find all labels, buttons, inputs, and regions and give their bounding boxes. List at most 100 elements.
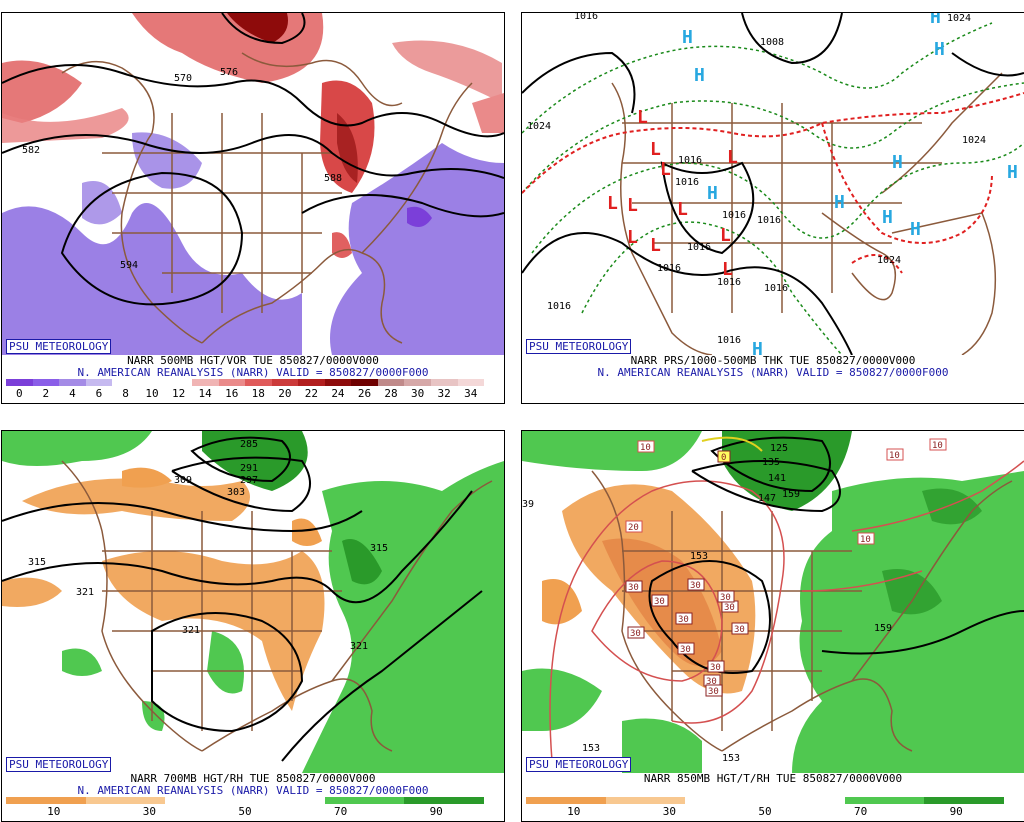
isobar-label: 1016 — [678, 155, 702, 166]
temperature-box-label: 30 — [627, 626, 645, 639]
colorbar-swatch — [205, 797, 245, 804]
temperature-box-label: 10 — [857, 532, 875, 545]
colorbar-swatch — [271, 379, 299, 386]
colorbar-swatch — [324, 797, 365, 804]
colorbar-tick-label: 12 — [171, 387, 186, 400]
humidity-colorbar-labels: 10 30 50 70 90 — [6, 806, 484, 818]
colorbar-swatch — [284, 797, 325, 804]
high-pressure-marker: H — [694, 65, 705, 86]
contour-label: 309 — [174, 475, 192, 486]
colorbar-swatch — [245, 379, 272, 386]
contour-label: 135 — [762, 457, 780, 468]
svg-text:30: 30 — [690, 581, 701, 591]
temperature-box-label: 30 — [731, 622, 749, 635]
psu-meteorology-badge: PSU METEOROLOGY — [6, 339, 112, 354]
svg-text:30: 30 — [734, 625, 745, 635]
contour-label: 570 — [174, 73, 192, 84]
colorbar-swatch — [804, 797, 845, 804]
psu-meteorology-badge: PSU METEOROLOGY — [526, 339, 632, 354]
svg-text:30: 30 — [630, 629, 641, 639]
valid-time-line: N. AMERICAN REANALYSIS (NARR) VALID = 85… — [597, 366, 949, 379]
colorbar-tick-label: 8 — [122, 387, 129, 400]
temperature-box-label: 10 — [886, 448, 904, 461]
humidity-colorbar — [6, 797, 484, 804]
colorbar-swatch — [85, 797, 126, 804]
colorbar-swatch — [844, 797, 885, 804]
low-pressure-marker: L — [607, 193, 618, 214]
colorbar-swatch — [244, 797, 285, 804]
colorbar-swatch — [404, 797, 445, 804]
svg-text:10: 10 — [932, 441, 943, 451]
humidity-colorbar-labels: 10 30 50 70 90 — [526, 806, 1004, 818]
colorbar-swatch — [85, 379, 113, 386]
contour-label: 303 — [227, 487, 245, 498]
contour-label: 39 — [522, 499, 534, 510]
contour-label: 594 — [120, 260, 138, 271]
colorbar-tick-label: 24 — [331, 387, 345, 400]
high-pressure-marker: H — [930, 13, 941, 28]
high-pressure-marker: H — [1007, 162, 1018, 183]
colorbar-tick-label: 16 — [225, 387, 239, 400]
colorbar-tick-label: 30 — [410, 387, 425, 400]
valid-time-line: N. AMERICAN REANALYSIS (NARR) VALID = 85… — [77, 366, 429, 379]
isobar-label: 1016 — [717, 335, 741, 346]
low-pressure-marker: L — [677, 199, 688, 220]
colorbar-swatch — [924, 797, 965, 804]
colorbar-tick-label: 28 — [384, 387, 398, 400]
contour-label: 315 — [28, 557, 46, 568]
colorbar-swatch — [324, 379, 352, 386]
isobar-label: 1016 — [687, 242, 711, 253]
colorbar-tick-label: 90 — [429, 805, 443, 818]
colorbar-swatch — [565, 797, 606, 804]
colorbar-swatch — [351, 379, 378, 386]
colorbar-swatch — [6, 797, 46, 804]
colorbar-swatch — [645, 797, 686, 804]
colorbar-swatch — [404, 379, 431, 386]
svg-text:30: 30 — [720, 593, 731, 603]
high-pressure-marker: H — [682, 27, 693, 48]
temperature-box-label: 10 — [929, 438, 947, 451]
contour-label: 321 — [350, 641, 368, 652]
colorbar-swatch — [377, 379, 405, 386]
colorbar-swatch — [112, 379, 139, 386]
high-pressure-marker: H — [934, 39, 945, 60]
high-pressure-marker: H — [910, 219, 921, 240]
colorbar-swatch — [444, 797, 484, 804]
colorbar-tick-label: 50 — [758, 805, 772, 818]
map-700mb: 285 291 297 303 309 315 321 321 315 321 — [2, 431, 504, 773]
panel-pressure-thickness: 1016 1008 1024 1024 1016 1016 1016 1016 … — [521, 12, 1024, 404]
colorbar-tick-label: 10 — [145, 387, 159, 400]
contour-label: 315 — [370, 543, 388, 554]
contour-label: 576 — [220, 67, 238, 78]
isobar-label: 1016 — [764, 283, 788, 294]
svg-text:30: 30 — [680, 645, 691, 655]
low-pressure-marker: L — [650, 235, 661, 256]
contour-label: 159 — [874, 623, 892, 634]
contour-label: 285 — [240, 439, 258, 450]
temperature-box-label: 30 — [675, 612, 693, 625]
product-title: NARR 700MB HGT/RH TUE 850827/0000V000 — [130, 772, 376, 785]
svg-text:30: 30 — [710, 663, 721, 673]
vorticity-colorbar — [6, 379, 485, 386]
svg-text:10: 10 — [889, 451, 900, 461]
low-pressure-marker: L — [720, 225, 731, 246]
isobar-label: 1024 — [527, 121, 551, 132]
humidity-colorbar — [526, 797, 1004, 804]
svg-text:0: 0 — [721, 453, 726, 463]
colorbar-tick-label: 22 — [304, 387, 318, 400]
colorbar-swatch — [364, 797, 405, 804]
colorbar-tick-label: 30 — [662, 805, 677, 818]
product-title: NARR 500MB HGT/VOR TUE 850827/0000V000 — [127, 354, 379, 367]
contour-label: 321 — [182, 625, 200, 636]
contour-label: 321 — [76, 587, 94, 598]
svg-text:30: 30 — [708, 687, 719, 697]
colorbar-swatch — [964, 797, 1004, 804]
high-pressure-marker: H — [752, 339, 763, 355]
low-pressure-marker: L — [637, 107, 648, 128]
colorbar-swatch — [6, 379, 33, 386]
svg-text:10: 10 — [860, 535, 871, 545]
colorbar-swatch — [457, 379, 485, 386]
colorbar-swatch — [764, 797, 805, 804]
contour-label: 297 — [240, 475, 258, 486]
svg-text:30: 30 — [678, 615, 689, 625]
